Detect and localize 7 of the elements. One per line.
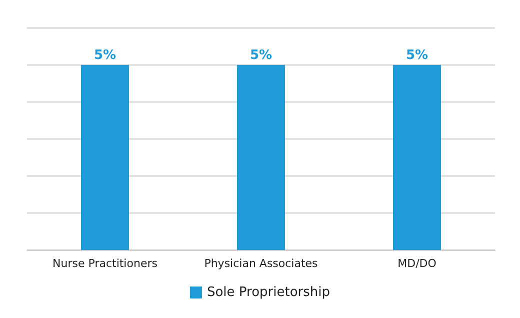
x-tick-label: MD/DO (398, 257, 437, 270)
data-label: 5% (250, 48, 272, 63)
data-label: 5% (94, 48, 116, 63)
data-label: 5% (406, 48, 428, 63)
legend-label: Sole Proprietorship (206, 285, 330, 300)
x-tick-label: Nurse Practitioners (52, 257, 158, 270)
x-tick-label: Physician Associates (204, 257, 318, 270)
